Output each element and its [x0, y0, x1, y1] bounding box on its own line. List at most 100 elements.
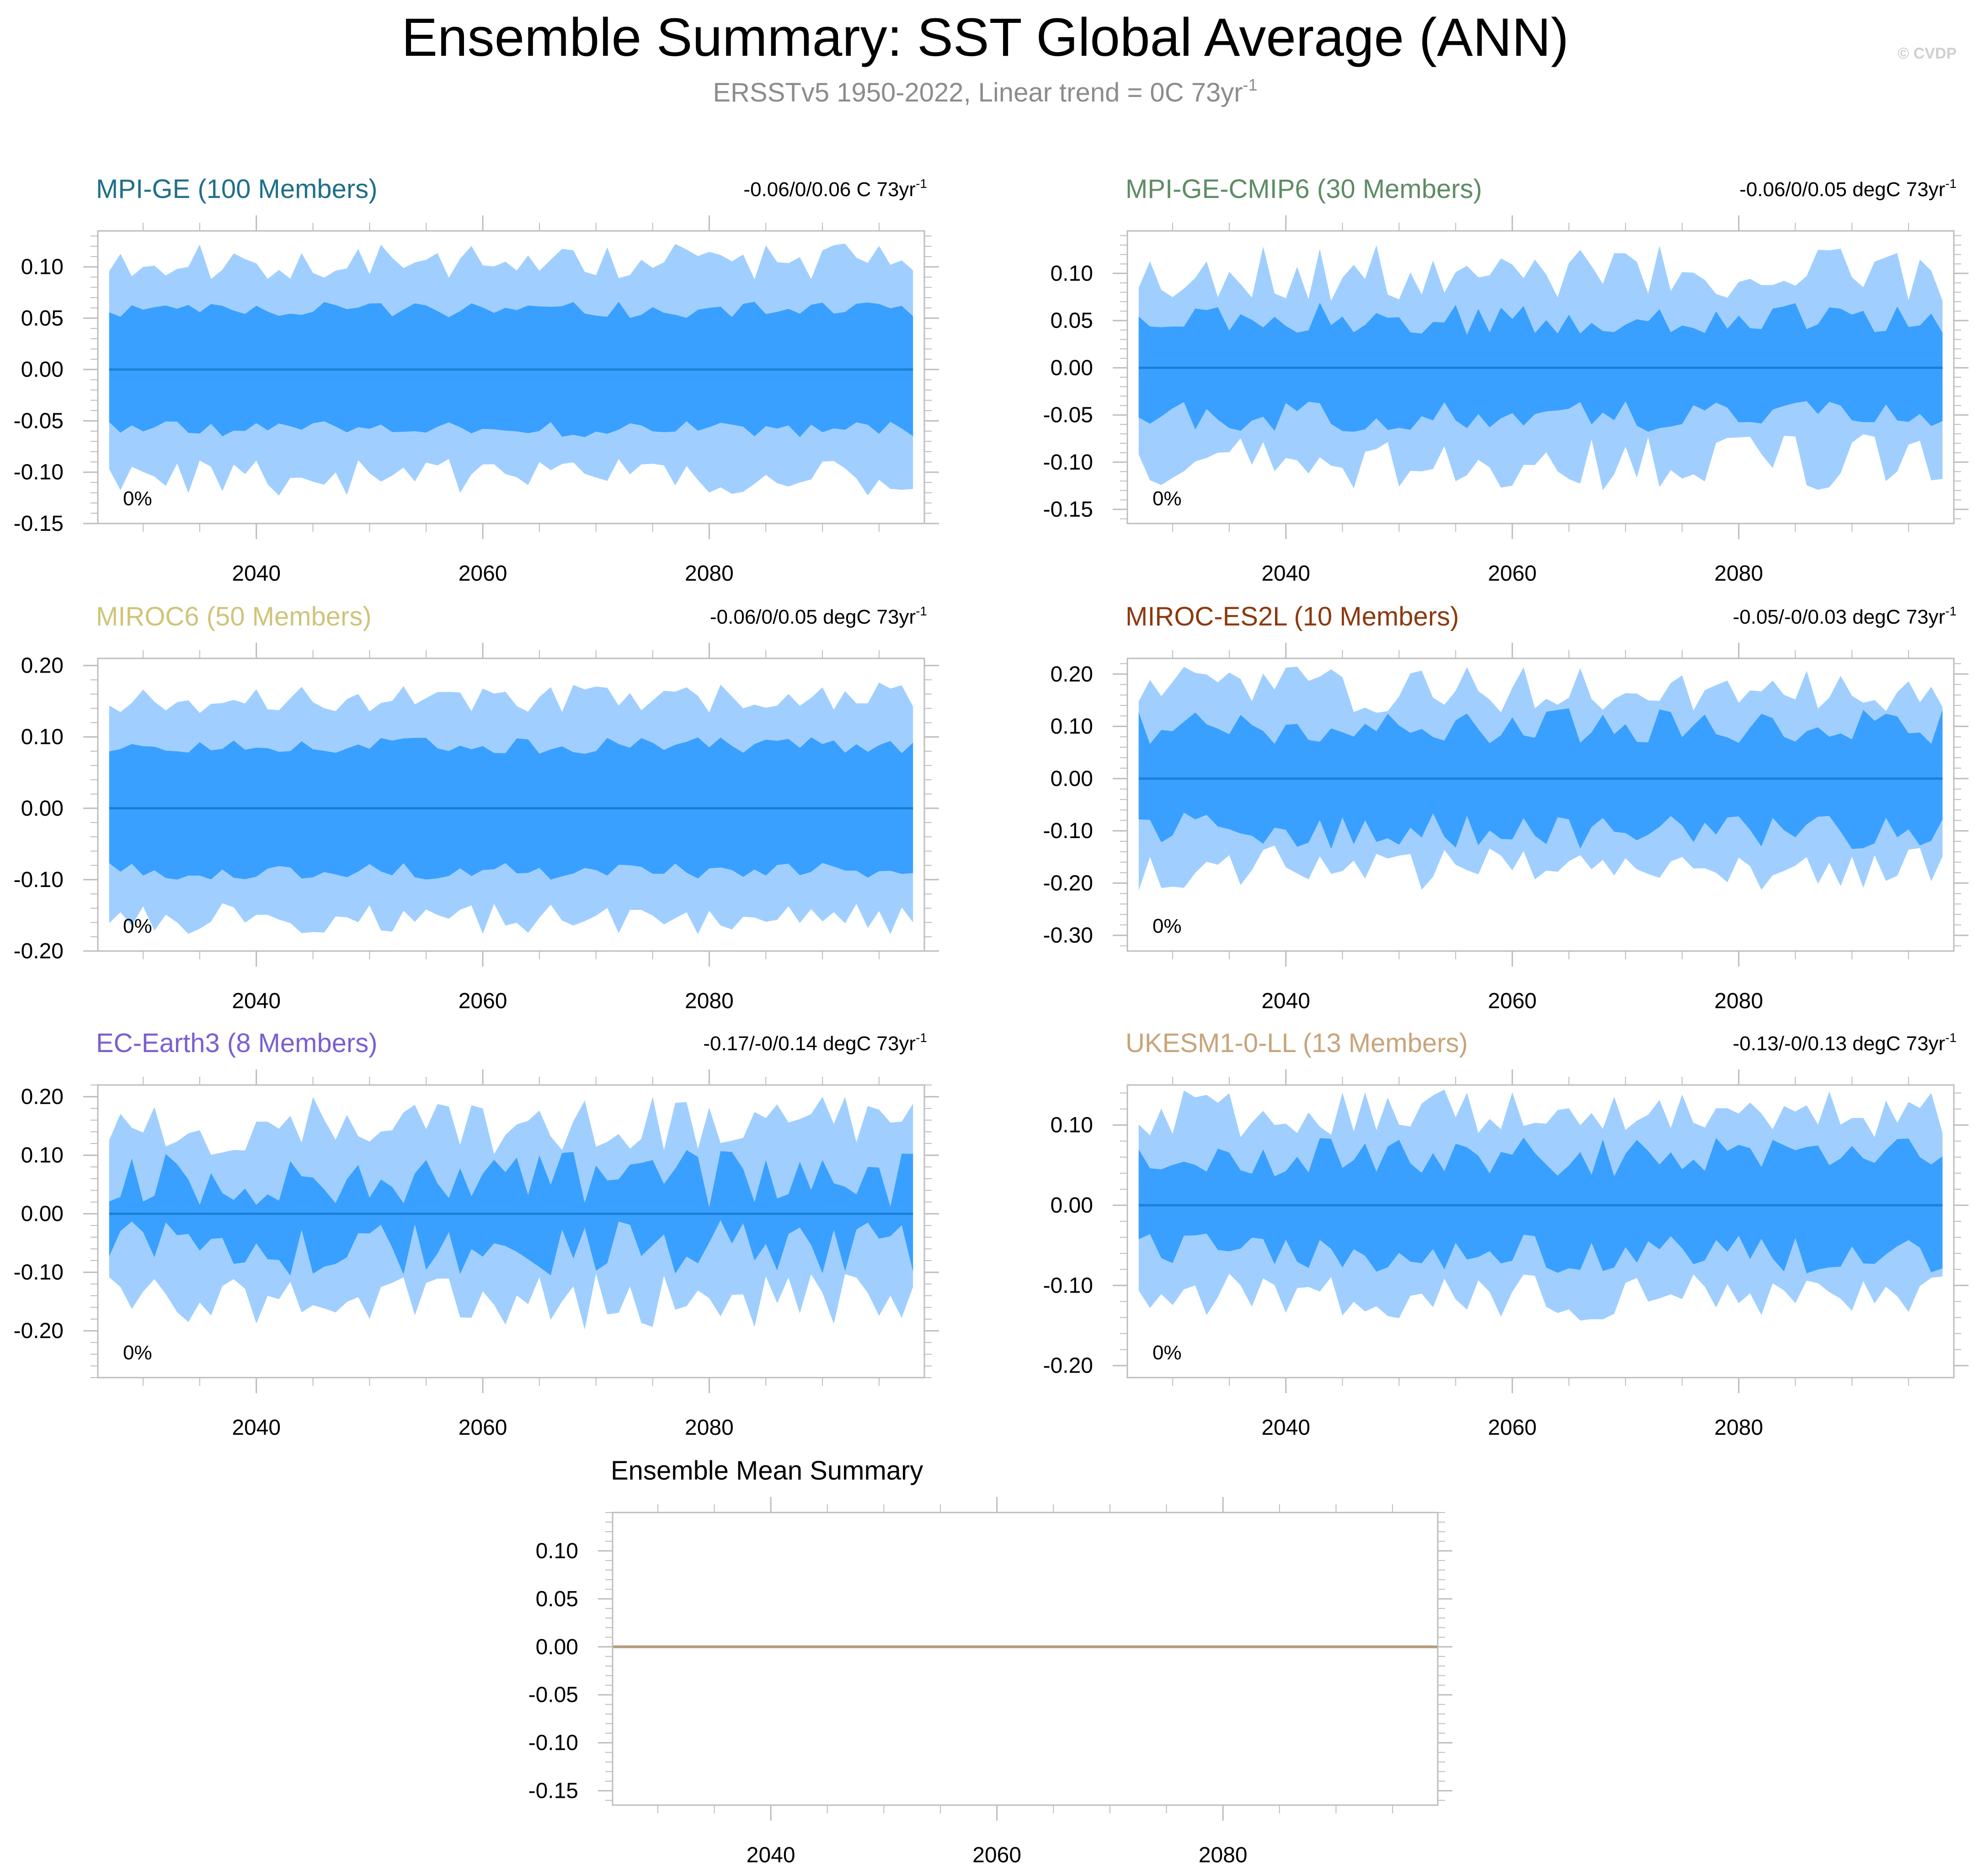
panel-title: MPI-GE-CMIP6 (30 Members): [1126, 174, 1482, 204]
panel-title: MIROC6 (50 Members): [96, 602, 372, 631]
panel-trend: -0.06/0/0.05 degC 73yr-1: [710, 604, 927, 628]
x-tick-label: 2080: [1714, 989, 1763, 1013]
x-tick-label: 2080: [1714, 1416, 1763, 1440]
chart-panel-2: MPI-GE-CMIP6 (30 Members) -0.06/0/0.05 de…: [1043, 174, 1968, 586]
chart-panel-3: MIROC6 (50 Members) -0.06/0/0.05 degC 73y…: [14, 602, 939, 1013]
plot-frame: [97, 230, 925, 524]
y-tick-label: 0.20: [21, 1085, 64, 1109]
trend-text: -0.06/0/0.05 degC 73yr: [1739, 178, 1945, 201]
trend-sup: -1: [916, 604, 927, 618]
y-tick-label: -0.10: [14, 1261, 64, 1285]
y-tick-label: -0.15: [14, 512, 64, 536]
y-tick-label: 0.05: [21, 306, 64, 331]
y-tick-label: -0.20: [14, 939, 64, 963]
subtitle-sup: -1: [1243, 75, 1258, 94]
y-tick-label: 0.10: [1051, 1113, 1093, 1138]
chart-panel-7: Ensemble Mean Summary 0.10 0.05 0.00 -0.05 -0…: [528, 1456, 1452, 1867]
y-tick-label: -0.20: [14, 1319, 64, 1343]
y-tick-label: -0.10: [14, 460, 64, 485]
x-tick-label: 2040: [1261, 561, 1310, 586]
y-tick-label: -0.05: [1043, 403, 1093, 428]
percent-label: 0%: [123, 487, 152, 510]
trend-text: -0.05/-0/0.03 degC 73yr: [1733, 606, 1945, 628]
trend-sup: -1: [916, 176, 927, 191]
y-tick-label: 0.00: [21, 358, 64, 382]
panel-trend: -0.05/-0/0.03 degC 73yr-1: [1733, 604, 1957, 628]
x-tick-label: 2040: [1261, 989, 1310, 1013]
plot-frame: [1126, 1084, 1955, 1379]
plot-area: [613, 1513, 1438, 1805]
y-tick-label: -0.15: [1043, 497, 1093, 522]
y-tick-label: -0.10: [528, 1731, 578, 1755]
chart-panel-4: MIROC-ES2L (10 Members) -0.05/-0/0.03 deg…: [1043, 602, 1968, 1013]
x-tick-label: 2040: [1261, 1416, 1310, 1440]
panel-title: MPI-GE (100 Members): [96, 174, 378, 204]
percent-label: 0%: [123, 915, 152, 937]
panel-trend: -0.06/0/0.06 C 73yr-1: [743, 176, 927, 201]
x-tick-label: 2040: [232, 561, 281, 586]
percent-label: 0%: [1152, 915, 1182, 937]
y-tick-label: 0.00: [1051, 356, 1093, 380]
x-tick-label: 2080: [1714, 561, 1763, 586]
y-tick-label: 0.10: [21, 1144, 64, 1168]
y-tick-label: -0.05: [14, 409, 64, 433]
y-tick-label: 0.20: [1051, 662, 1093, 686]
x-tick-label: 2060: [459, 561, 507, 586]
panel-trend: -0.06/0/0.05 degC 73yr-1: [1739, 176, 1957, 201]
y-tick-label: -0.10: [1043, 1273, 1093, 1298]
plot-frame: [97, 1084, 925, 1379]
trend-sup: -1: [1945, 1031, 1957, 1045]
panel-trend: -0.17/-0/0.14 degC 73yr-1: [703, 1031, 927, 1055]
chart-panel-6: UKESM1-0-LL (13 Members) -0.13/-0/0.13 de…: [1043, 1028, 1968, 1440]
x-tick-label: 2060: [972, 1843, 1021, 1867]
panel-title: MIROC-ES2L (10 Members): [1126, 602, 1459, 631]
x-tick-label: 2040: [232, 1416, 281, 1440]
plot-frame: [1126, 657, 1955, 952]
x-tick-label: 2080: [685, 561, 734, 586]
x-tick-label: 2060: [459, 1416, 507, 1440]
x-tick-label: 2040: [747, 1843, 795, 1867]
y-tick-label: 0.20: [21, 654, 64, 678]
trend-text: -0.06/0/0.06 C 73yr: [743, 178, 916, 201]
y-tick-label: 0.05: [536, 1587, 578, 1611]
trend-text: -0.17/-0/0.14 degC 73yr: [703, 1032, 916, 1055]
x-tick-label: 2040: [232, 989, 281, 1013]
percent-label: 0%: [1152, 1342, 1182, 1364]
panel-title: EC-Earth3 (8 Members): [96, 1028, 378, 1058]
x-tick-label: 2080: [685, 989, 734, 1013]
y-tick-label: 0.10: [21, 725, 64, 749]
y-tick-label: 0.10: [1051, 715, 1093, 739]
panels-container: MPI-GE (100 Members) -0.06/0/0.06 C 73yr-…: [14, 174, 1968, 1867]
plot-frame: [97, 657, 925, 952]
panel-title: Ensemble Mean Summary: [611, 1456, 923, 1486]
y-tick-label: 0.00: [21, 796, 64, 821]
y-tick-label: 0.10: [1051, 262, 1093, 286]
plot-frame: [612, 1512, 1439, 1806]
y-tick-label: -0.10: [1043, 819, 1093, 843]
y-tick-label: 0.00: [1051, 767, 1093, 791]
trend-sup: -1: [916, 1031, 927, 1045]
y-tick-label: 0.00: [536, 1635, 578, 1659]
x-tick-label: 2080: [685, 1416, 734, 1440]
x-tick-label: 2060: [459, 989, 507, 1013]
trend-sup: -1: [1945, 604, 1957, 618]
y-tick-label: -0.10: [1043, 450, 1093, 475]
x-tick-label: 2060: [1488, 1416, 1537, 1440]
y-tick-label: -0.10: [14, 868, 64, 892]
y-tick-label: -0.20: [1043, 871, 1093, 895]
y-tick-label: -0.15: [528, 1779, 578, 1803]
y-tick-label: 0.10: [536, 1539, 578, 1563]
y-tick-label: -0.20: [1043, 1354, 1093, 1378]
watermark: © CVDP: [1898, 45, 1957, 62]
panel-trend: -0.13/-0/0.13 degC 73yr-1: [1733, 1031, 1957, 1055]
y-tick-label: 0.00: [21, 1202, 64, 1226]
trend-text: -0.13/-0/0.13 degC 73yr: [1733, 1032, 1945, 1055]
x-tick-label: 2060: [1488, 561, 1537, 586]
y-tick-label: 0.10: [21, 255, 64, 279]
trend-sup: -1: [1945, 176, 1957, 191]
subtitle-text: ERSSTv5 1950-2022, Linear trend = 0C 73y…: [713, 78, 1243, 107]
y-tick-label: -0.05: [528, 1683, 578, 1707]
y-tick-label: -0.30: [1043, 924, 1093, 948]
chart-panel-5: EC-Earth3 (8 Members) -0.17/-0/0.14 degC …: [14, 1028, 939, 1440]
percent-label: 0%: [123, 1342, 152, 1364]
